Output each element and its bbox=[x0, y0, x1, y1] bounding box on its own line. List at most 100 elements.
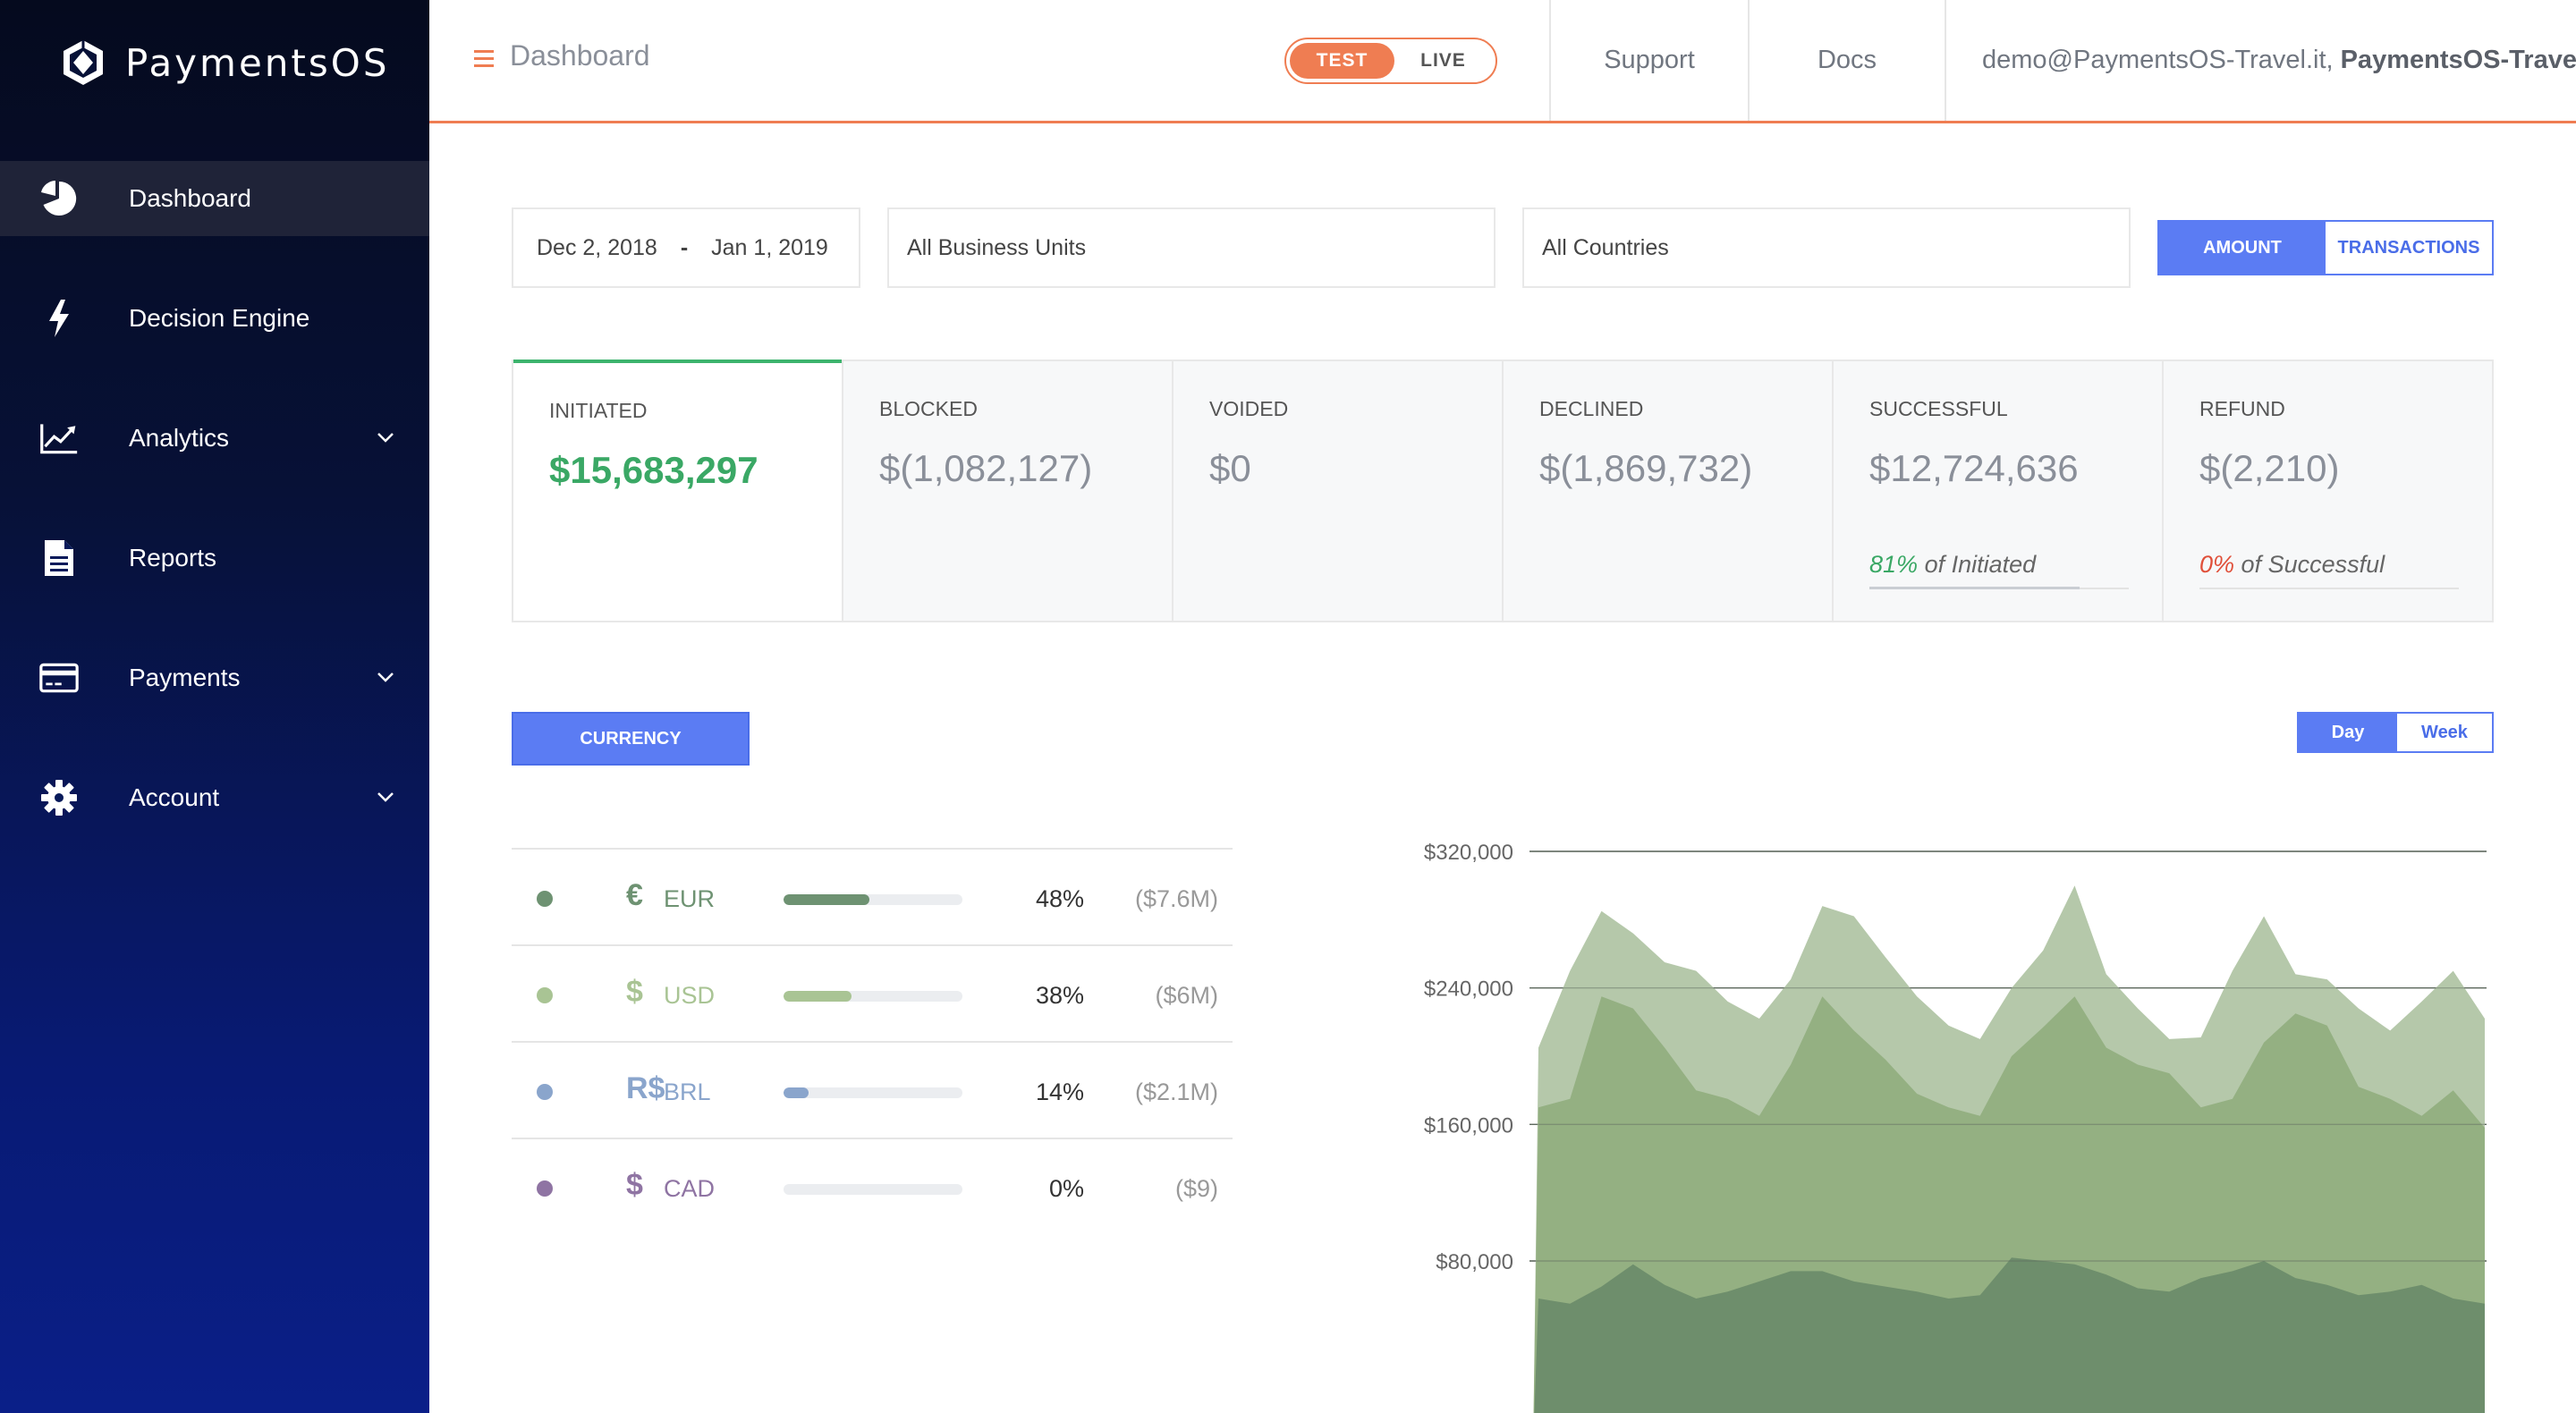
currency-share-fill bbox=[784, 1087, 809, 1098]
user-account-name: PaymentsOS-Travel bbox=[2340, 46, 2576, 74]
stat-ratio-bar bbox=[1869, 587, 2080, 589]
app-logo[interactable]: PaymentsOS bbox=[59, 36, 389, 89]
currency-code: BRL bbox=[664, 1079, 711, 1105]
stat-ratio-text: of Initiated bbox=[1924, 551, 2037, 578]
sidebar-item-dashboard[interactable]: Dashboard bbox=[0, 161, 429, 236]
top-header: Dashboard TEST LIVE Support Docs demo@Pa… bbox=[429, 0, 2576, 123]
currency-symbol: $ bbox=[626, 1168, 643, 1202]
date-from[interactable]: Dec 2, 2018 bbox=[537, 234, 657, 260]
paymentsos-logo-icon bbox=[64, 40, 103, 85]
env-test-option[interactable]: TEST bbox=[1290, 43, 1394, 79]
currency-amount: ($2.1M) bbox=[1134, 1079, 1218, 1105]
stat-ratio-text: of Successful bbox=[2241, 551, 2385, 578]
hamburger-menu-icon[interactable] bbox=[474, 50, 494, 68]
date-separator: - bbox=[680, 234, 689, 260]
currency-symbol: R$ bbox=[626, 1071, 665, 1105]
amount-button[interactable]: AMOUNT bbox=[2159, 222, 2326, 274]
currency-breakdown: € EUR 48% ($7.6M) $ USD 38% ($6M) R$ BRL 14% ($2.1M… bbox=[512, 848, 1233, 1234]
currency-legend-dot bbox=[537, 891, 553, 907]
day-button[interactable]: Day bbox=[2299, 714, 2397, 751]
period-toggle[interactable]: Day Week bbox=[2297, 712, 2494, 753]
week-button[interactable]: Week bbox=[2397, 714, 2492, 751]
date-range-picker[interactable]: Dec 2, 2018 - Jan 1, 2019 bbox=[512, 207, 860, 288]
sidebar-item-reports[interactable]: Reports bbox=[0, 520, 429, 596]
pie-chart-icon bbox=[39, 181, 79, 216]
stat-successful[interactable]: SUCCESSFUL $12,724,636 81% of Initiated bbox=[1832, 361, 2162, 621]
currency-percent: 14% bbox=[1035, 1079, 1084, 1105]
currency-legend-dot bbox=[537, 1084, 553, 1100]
lightning-icon bbox=[39, 300, 79, 337]
countries-select[interactable]: All Countries bbox=[1522, 207, 2131, 288]
sidebar-item-label: Dashboard bbox=[129, 184, 251, 212]
currency-row-brl[interactable]: R$ BRL 14% ($2.1M) bbox=[512, 1041, 1233, 1138]
sidebar-item-label: Reports bbox=[129, 544, 217, 571]
support-link[interactable]: Support bbox=[1549, 0, 1748, 121]
chart-y-tick-label: $80,000 bbox=[1436, 1250, 1513, 1274]
currency-code: CAD bbox=[664, 1175, 716, 1202]
currency-legend-dot bbox=[537, 987, 553, 1003]
sidebar-item-account[interactable]: Account bbox=[0, 760, 429, 835]
chart-y-tick-label: $160,000 bbox=[1424, 1113, 1513, 1138]
stat-initiated[interactable]: INITIATED $15,683,297 bbox=[513, 360, 842, 621]
chart-y-tick-label: $240,000 bbox=[1424, 977, 1513, 1002]
currency-share-fill bbox=[784, 991, 852, 1002]
currency-share-bar bbox=[784, 1087, 962, 1098]
transactions-button[interactable]: TRANSACTIONS bbox=[2326, 222, 2492, 274]
chevron-down-icon[interactable] bbox=[374, 426, 397, 449]
stat-value: $15,683,297 bbox=[549, 449, 758, 491]
sidebar-item-label: Analytics bbox=[129, 424, 230, 452]
volume-area-chart: $320,000 $240,000 $160,000 $80,000 bbox=[1424, 841, 2487, 1413]
page-title: Dashboard bbox=[510, 39, 650, 72]
document-icon bbox=[39, 540, 79, 576]
docs-link[interactable]: Docs bbox=[1748, 0, 1945, 121]
stat-label: DECLINED bbox=[1539, 397, 1644, 420]
stat-value: $12,724,636 bbox=[1869, 447, 2079, 489]
business-units-select[interactable]: All Business Units bbox=[887, 207, 1496, 288]
currency-percent: 38% bbox=[1035, 982, 1084, 1009]
app-logo-text: PaymentsOS bbox=[125, 40, 390, 85]
stat-refund[interactable]: REFUND $(2,210) 0% of Successful bbox=[2162, 361, 2492, 621]
stat-ratio: 81% of Initiated bbox=[1869, 551, 2129, 589]
credit-card-icon bbox=[39, 660, 79, 696]
sidebar: PaymentsOS Dashboard Decision Engine Ana… bbox=[0, 0, 429, 1413]
stat-value: $(1,869,732) bbox=[1539, 447, 1753, 489]
stat-label: INITIATED bbox=[549, 399, 648, 422]
user-account-menu[interactable]: demo@PaymentsOS-Travel.it, PaymentsOS-Tr… bbox=[1945, 0, 2576, 121]
env-live-option[interactable]: LIVE bbox=[1420, 50, 1466, 71]
chart-y-tick-label: $320,000 bbox=[1424, 841, 1513, 865]
environment-toggle[interactable]: TEST LIVE bbox=[1284, 38, 1497, 84]
currency-row-eur[interactable]: € EUR 48% ($7.6M) bbox=[512, 848, 1233, 944]
currency-amount: ($7.6M) bbox=[1134, 885, 1218, 912]
currency-amount: ($6M) bbox=[1155, 982, 1218, 1009]
stat-ratio-percent: 0% bbox=[2199, 551, 2235, 578]
stat-value: $0 bbox=[1209, 447, 1251, 489]
sidebar-item-payments[interactable]: Payments bbox=[0, 640, 429, 715]
stat-voided[interactable]: VOIDED $0 bbox=[1172, 361, 1502, 621]
metric-toggle[interactable]: AMOUNT TRANSACTIONS bbox=[2157, 220, 2494, 275]
countries-value: All Countries bbox=[1542, 234, 1669, 260]
chevron-down-icon[interactable] bbox=[374, 665, 397, 689]
stat-ratio: 0% of Successful bbox=[2199, 551, 2459, 589]
currency-row-usd[interactable]: $ USD 38% ($6M) bbox=[512, 944, 1233, 1041]
sidebar-item-decision-engine[interactable]: Decision Engine bbox=[0, 281, 429, 356]
stat-declined[interactable]: DECLINED $(1,869,732) bbox=[1502, 361, 1832, 621]
currency-row-cad[interactable]: $ CAD 0% ($9) bbox=[512, 1138, 1233, 1234]
chevron-down-icon[interactable] bbox=[374, 785, 397, 808]
currency-amount: ($9) bbox=[1174, 1175, 1218, 1202]
date-to[interactable]: Jan 1, 2019 bbox=[711, 234, 828, 260]
stat-label: REFUND bbox=[2199, 397, 2285, 420]
sidebar-item-analytics[interactable]: Analytics bbox=[0, 401, 429, 476]
stat-label: SUCCESSFUL bbox=[1869, 397, 2008, 420]
stat-blocked[interactable]: BLOCKED $(1,082,127) bbox=[842, 361, 1172, 621]
user-email: demo@PaymentsOS-Travel.it, bbox=[1982, 46, 2334, 74]
currency-button[interactable]: CURRENCY bbox=[512, 712, 750, 766]
stat-label: BLOCKED bbox=[879, 397, 978, 420]
currency-share-bar bbox=[784, 894, 962, 905]
sidebar-item-label: Decision Engine bbox=[129, 304, 310, 332]
sidebar-item-label: Payments bbox=[129, 664, 241, 691]
stat-ratio-percent: 81% bbox=[1869, 551, 1919, 578]
chart-series-area-3 bbox=[1534, 1257, 2485, 1413]
gear-icon bbox=[39, 780, 79, 816]
currency-legend-dot bbox=[537, 1180, 553, 1197]
stats-panel: INITIATED $15,683,297 BLOCKED $(1,082,12… bbox=[512, 360, 2494, 622]
